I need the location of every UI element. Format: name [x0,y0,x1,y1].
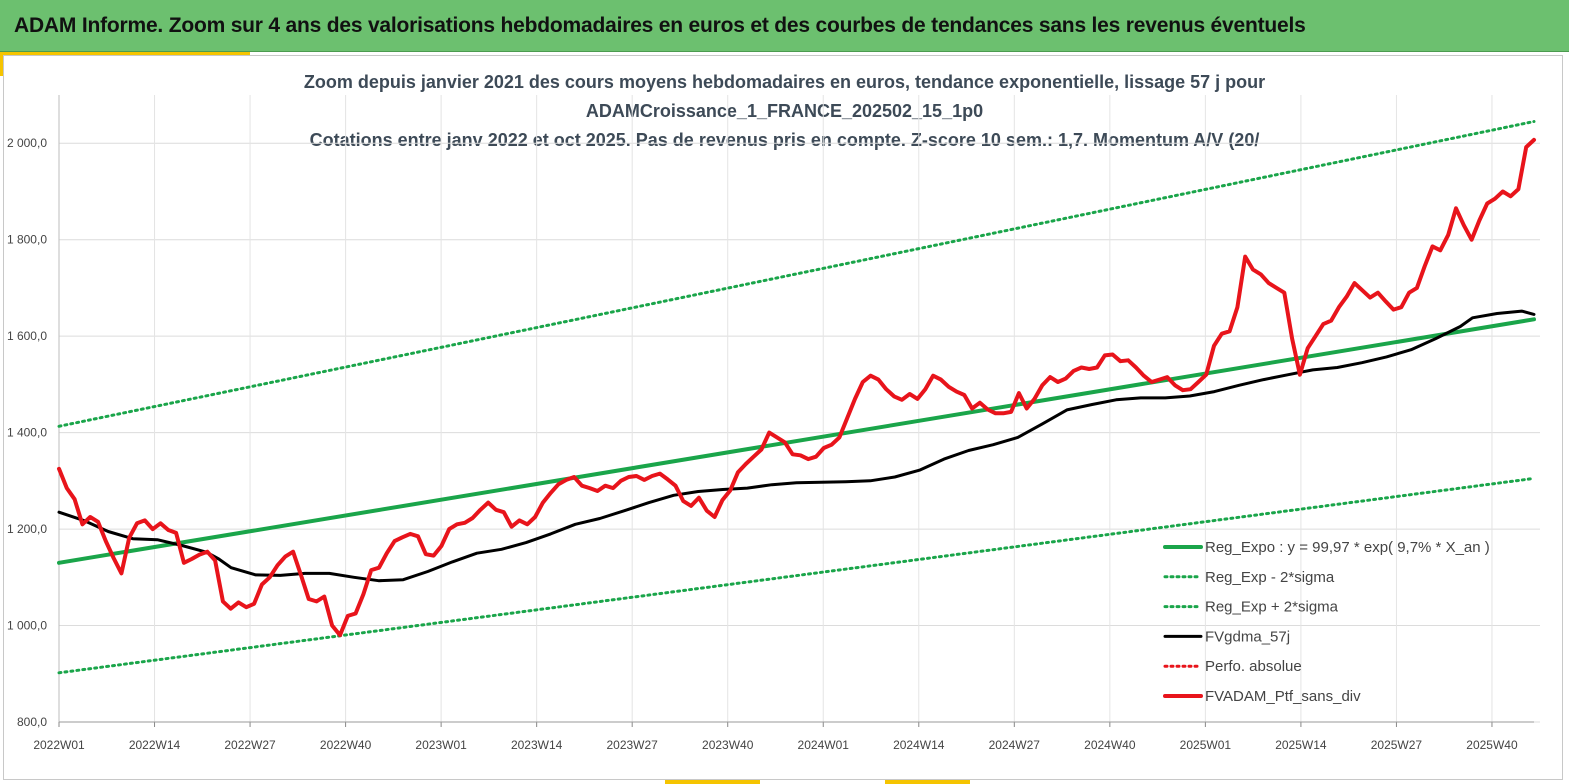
fvadam-ptf-line [57,137,1536,638]
accent-bar-left-vertical [0,52,5,76]
accent-bar-bottom-right [885,779,970,784]
x-tick-label: 2023W40 [702,738,754,752]
x-tick-label: 2025W40 [1466,738,1518,752]
reg-expo-line [57,317,1536,565]
x-tick-label: 2025W01 [1180,738,1232,752]
reg-exp-plus-2sigma-line [57,120,1536,428]
header-banner: ADAM Informe. Zoom sur 4 ans des valoris… [0,0,1569,52]
x-tick-label: 2024W01 [798,738,850,752]
x-tick-label: 2024W27 [989,738,1041,752]
legend-entry: Perfo. absolue [1205,658,1302,675]
x-tick-label: 2024W14 [893,738,945,752]
reg-exp-minus-2sigma-line [57,476,1536,675]
legend-entry: Reg_Exp + 2*sigma [1205,599,1339,616]
x-tick-label: 2025W27 [1371,738,1423,752]
legend-entry: Reg_Expo : y = 99,97 * exp( 9,7% * X_an … [1205,539,1490,556]
accent-bar-bottom [665,779,760,784]
y-tick-label: 1 800,0 [7,233,47,247]
x-tick-label: 2024W40 [1084,738,1136,752]
accent-bar-left [0,52,250,57]
y-tick-label: 800,0 [17,715,47,729]
y-tick-label: 1 000,0 [7,619,47,633]
legend-entry: FVgdma_57j [1205,628,1290,645]
x-tick-label: 2025W14 [1275,738,1327,752]
fvgdma-57j-line [57,309,1536,583]
legend-entry: FVADAM_Ptf_sans_div [1205,688,1361,705]
legend-entry: Reg_Exp - 2*sigma [1205,569,1335,586]
x-tick-label: 2022W40 [320,738,372,752]
x-tick-label: 2022W27 [224,738,276,752]
y-tick-label: 1 200,0 [7,522,47,536]
x-tick-label: 2022W01 [33,738,85,752]
x-tick-label: 2023W01 [415,738,467,752]
chart-title-line-2: ADAMCroissance_1_FRANCE_202502_15_1p0 [585,101,984,121]
x-tick-label: 2023W14 [511,738,563,752]
y-tick-label: 1 600,0 [7,329,47,343]
chart-title-line-3: Cotations entre janv 2022 et oct 2025. P… [309,130,1260,150]
x-tick-label: 2022W14 [129,738,181,752]
chart-frame [3,55,1563,780]
y-tick-label: 2 000,0 [7,136,47,150]
chart-title-line-1: Zoom depuis janvier 2021 des cours moyen… [303,72,1266,92]
x-tick-label: 2023W27 [606,738,658,752]
y-tick-label: 1 400,0 [7,426,47,440]
page-title: ADAM Informe. Zoom sur 4 ans des valoris… [14,14,1306,37]
